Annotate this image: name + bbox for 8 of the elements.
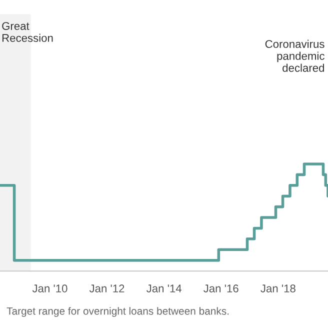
text: Coronavirus pandemic declared — [265, 40, 324, 72]
x-tick-label: Jan '12 — [89, 284, 124, 292]
x-tick-label: Jan '14 — [146, 284, 182, 292]
band-label: Great Recession — [2, 22, 53, 42]
x-tick-label: Jan '16 — [204, 284, 238, 292]
text: Target range for overnight loans between banks. — [6, 307, 229, 317]
x-tick-label: Jan '10 — [32, 284, 68, 292]
x-tick-label: Jan '18 — [260, 284, 296, 292]
